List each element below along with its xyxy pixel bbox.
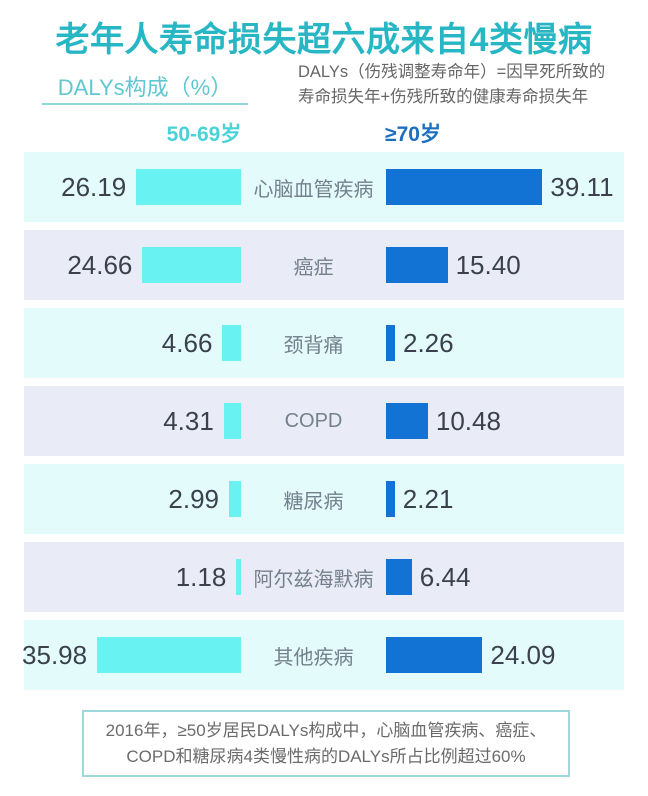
value-right: 15.40 (455, 249, 521, 280)
left-cell: 4.66 (24, 325, 241, 361)
left-cell: 4.31 (24, 403, 241, 439)
bar-left (229, 481, 241, 517)
value-right: 2.21 (402, 483, 454, 514)
value-left: 4.31 (163, 405, 214, 436)
value-left: 26.19 (61, 171, 127, 202)
axis-label-underline (42, 103, 248, 105)
footnote-line2: COPD和糖尿病4类慢性病的DALYs所占比例超过60% (126, 746, 526, 766)
left-cell: 35.98 (22, 637, 241, 673)
dalys-definition-line1: DALYs（伤残调整寿命年）=因早死所致的 (298, 63, 606, 81)
category-label: 其他疾病 (273, 646, 354, 669)
left-cell: 1.18 (24, 559, 241, 595)
value-left: 4.66 (161, 327, 213, 358)
value-right: 6.44 (419, 561, 471, 592)
right-cell: 2.21 (386, 481, 624, 517)
column-header-age-50-69: 50-69岁 (166, 123, 242, 146)
category-label: 颈背痛 (283, 334, 344, 357)
value-left: 35.98 (22, 639, 88, 670)
axis-label: DALYs构成（%） (57, 75, 233, 100)
chart-rows: 26.19 心脑血管疾病 39.11 24.66 癌症 15.40 4.66 颈背痛 2.26 4… (22, 152, 624, 698)
left-cell: 26.19 (24, 169, 241, 205)
category-label: 癌症 (293, 256, 334, 279)
left-cell: 2.99 (24, 481, 241, 517)
page-title: 老年人寿命损失超六成来自4类慢病 (55, 21, 593, 59)
footnote-box: 2016年，≥50岁居民DALYs构成中，心脑血管疾病、癌症、 COPD和糖尿病… (82, 710, 570, 777)
chart-row: 4.66 颈背痛 2.26 (24, 308, 624, 378)
left-cell: 24.66 (24, 247, 241, 283)
bar-left (223, 403, 241, 439)
right-cell: 15.40 (386, 247, 624, 283)
bar-right (386, 325, 395, 361)
right-cell: 39.11 (386, 169, 624, 205)
chart-row: 26.19 心脑血管疾病 39.11 (24, 152, 624, 222)
right-cell: 6.44 (386, 559, 624, 595)
bar-right (386, 637, 483, 673)
bar-right (386, 559, 412, 595)
bar-left (97, 637, 241, 673)
value-right: 24.09 (490, 639, 556, 670)
bar-left (142, 247, 241, 283)
value-left: 24.66 (67, 249, 133, 280)
chart-row: 4.31 COPD 10.48 (24, 386, 624, 456)
footnote-line1: 2016年，≥50岁居民DALYs构成中，心脑血管疾病、癌症、 (105, 720, 547, 740)
value-right: 10.48 (435, 405, 501, 436)
bar-right (386, 247, 448, 283)
value-left: 2.99 (168, 483, 219, 514)
category-label: 糖尿病 (283, 490, 344, 513)
category-label: 心脑血管疾病 (253, 178, 374, 201)
right-cell: 2.26 (386, 325, 624, 361)
bar-left (236, 559, 241, 595)
value-right: 2.26 (403, 327, 454, 358)
dalys-definition-line2: 寿命损失年+伤残所致的健康寿命损失年 (298, 88, 589, 106)
chart-row: 35.98 其他疾病 24.09 (22, 620, 624, 690)
chart-row: 1.18 阿尔兹海默病 6.44 (24, 542, 624, 612)
right-cell: 24.09 (386, 637, 624, 673)
value-left: 1.18 (175, 561, 227, 592)
bar-right (386, 481, 395, 517)
chart-row: 2.99 糖尿病 2.21 (24, 464, 624, 534)
bar-left (222, 325, 241, 361)
category-label: COPD (284, 409, 343, 432)
chart-row: 24.66 癌症 15.40 (24, 230, 624, 300)
bar-right (386, 169, 543, 205)
bar-right (386, 403, 428, 439)
bar-left (136, 169, 241, 205)
right-cell: 10.48 (386, 403, 624, 439)
category-label: 阿尔兹海默病 (253, 568, 374, 591)
value-right: 39.11 (550, 171, 614, 202)
column-header-age-70-plus: ≥70岁 (385, 123, 441, 146)
dalys-definition: DALYs（伤残调整寿命年）=因早死所致的 寿命损失年+伤残所致的健康寿命损失年 (298, 60, 638, 110)
